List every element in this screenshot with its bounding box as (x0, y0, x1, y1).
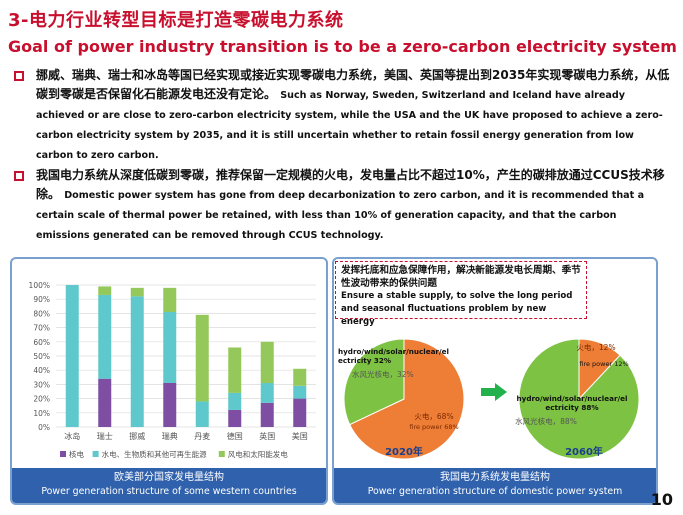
bar-segment (195, 401, 209, 427)
y-tick-label: 80% (33, 309, 50, 318)
pie-2020-fire-label-cn: 火电，68% (414, 411, 453, 421)
bar-segment (228, 409, 242, 427)
right-arrow-icon (481, 383, 507, 401)
right-caption-en: Power generation structure of domestic p… (367, 486, 623, 497)
year-2020-label: 2020年 (385, 445, 423, 458)
note-en: Ensure a stable supply, to solve the lon… (341, 291, 573, 327)
pie-slice (518, 338, 640, 460)
bar-segment (228, 392, 242, 410)
bullet-1-cn: 挪威、瑞典、瑞士和冰岛等国已经实现或接近实现零碳电力系统，美国、英国等提出到20… (36, 68, 670, 101)
bullet-2-text: 我国电力系统从深度低碳到零碳，推荐保留一定规模的火电，发电量占比不超过10%，产… (14, 166, 672, 245)
bar-segment (98, 286, 112, 295)
bar-segment (98, 378, 112, 427)
pie-2060-green-label-en-cont: ectricity 88% (545, 403, 598, 412)
left-caption-en: Power generation structure of some weste… (41, 486, 297, 497)
x-tick-label: 冰岛 (64, 431, 80, 441)
pie-2020-fire-label-en: fire power 68% (409, 423, 458, 431)
y-tick-label: 40% (33, 366, 50, 375)
callout-note: 发挥托底和应急保障作用，解决新能源发电长周期、季节性波动带来的保供问题 Ensu… (335, 261, 587, 327)
bullet-1: 挪威、瑞典、瑞士和冰岛等国已经实现或接近实现零碳电力系统，美国、英国等提出到20… (14, 66, 672, 165)
y-tick-label: 50% (33, 352, 50, 361)
y-tick-label: 100% (29, 281, 50, 290)
square-bullet-icon (14, 71, 24, 81)
y-tick-label: 10% (33, 409, 50, 418)
legend-swatch (218, 451, 225, 457)
page-title-en: Goal of power industry transition is to … (8, 37, 677, 56)
bullet-2-cn: 我国电力系统从深度低碳到零碳，推荐保留一定规模的火电，发电量占比不超过10%，产… (36, 168, 665, 201)
x-tick-label: 瑞士 (97, 431, 113, 441)
bar-segment (195, 314, 209, 402)
pie-2060-green-label-cn: 水风光核电，88% (515, 416, 577, 426)
note-cn: 发挥托底和应急保障作用，解决新能源发电长周期、季节性波动带来的保供问题 (341, 265, 581, 289)
pie-2020-green-label-en: hydro/wind/solar/nuclear/el (338, 347, 449, 356)
bar-segment (163, 287, 177, 312)
legend-swatch (60, 451, 66, 457)
x-tick-label: 挪威 (129, 431, 145, 441)
y-tick-label: 70% (33, 324, 50, 333)
page-title-cn: 3-电力行业转型目标是打造零碳电力系统 (8, 10, 344, 31)
y-tick-label: 90% (33, 295, 50, 304)
pie-2020-green-label-cn: 水风光核电，32% (352, 369, 414, 379)
legend-label: 水电、生物质和其他可再生能源 (102, 449, 207, 459)
bar-segment (98, 294, 112, 379)
y-tick-label: 30% (33, 380, 50, 389)
bar-segment (260, 382, 274, 403)
bar-segment (260, 341, 274, 383)
legend-label: 核电 (69, 449, 84, 459)
bar-segment (163, 382, 177, 427)
bar-segment (293, 368, 307, 386)
pie-slice (349, 338, 465, 460)
left-panel: 0% 10% 20% 30% 40% 50% 60% 70% 80% 90% 100% 冰岛 瑞士 挪威 瑞… (10, 257, 328, 505)
x-tick-label: 英国 (259, 431, 275, 441)
x-tick-label: 瑞典 (162, 431, 178, 441)
x-tick-label: 德国 (227, 431, 243, 441)
left-caption-cn: 欧美部分国家发电量结构 (114, 472, 224, 483)
y-tick-label: 20% (33, 395, 50, 404)
y-tick-label: 0% (38, 423, 50, 432)
right-caption: 我国电力系统发电量结构 Power generation structure o… (334, 468, 656, 503)
pie-2060-fire-label-en: fire power 12% (579, 360, 628, 368)
bar-segment (65, 285, 79, 427)
legend-label: 风电和太阳能发电 (228, 449, 288, 459)
pie-2060-green-label-en: hydro/wind/solar/nuclear/el (517, 394, 628, 403)
bullet-2: 我国电力系统从深度低碳到零碳，推荐保留一定规模的火电，发电量占比不超过10%，产… (14, 166, 672, 245)
x-tick-label: 丹麦 (194, 431, 210, 441)
bar-segment (130, 296, 144, 427)
bar-segment (130, 287, 144, 297)
y-tick-label: 60% (33, 338, 50, 347)
left-caption: 欧美部分国家发电量结构 Power generation structure o… (12, 468, 326, 503)
bullet-1-text: 挪威、瑞典、瑞士和冰岛等国已经实现或接近实现零碳电力系统，美国、英国等提出到20… (14, 66, 672, 165)
pie-2060-fire-label-cn: 火电，12% (576, 342, 615, 352)
bar-segment (293, 385, 307, 399)
x-tick-label: 美国 (292, 431, 308, 441)
bar-segment (260, 402, 274, 427)
stacked-bar-chart: 0% 10% 20% 30% 40% 50% 60% 70% 80% 90% 100% 冰岛 瑞士 挪威 瑞… (29, 281, 316, 459)
square-bullet-icon (14, 171, 24, 181)
bar-segment (293, 398, 307, 427)
bullet-1-en: Such as Norway, Sweden, Switzerland and … (36, 90, 663, 161)
right-caption-cn: 我国电力系统发电量结构 (440, 472, 550, 483)
legend-swatch (92, 451, 99, 457)
bar-segment (163, 311, 177, 383)
bullet-2-en: Domestic power system has gone from deep… (36, 190, 645, 241)
bar-segment (228, 347, 242, 393)
pie-charts: hydro/wind/solar/nuclear/electricity 32%… (338, 338, 640, 460)
year-2060-label: 2060年 (565, 445, 603, 458)
pie-2020-green-label-en-cont: ectricity 32% (338, 356, 391, 365)
page-number: 10 (650, 490, 673, 509)
pie-slice (343, 338, 405, 426)
